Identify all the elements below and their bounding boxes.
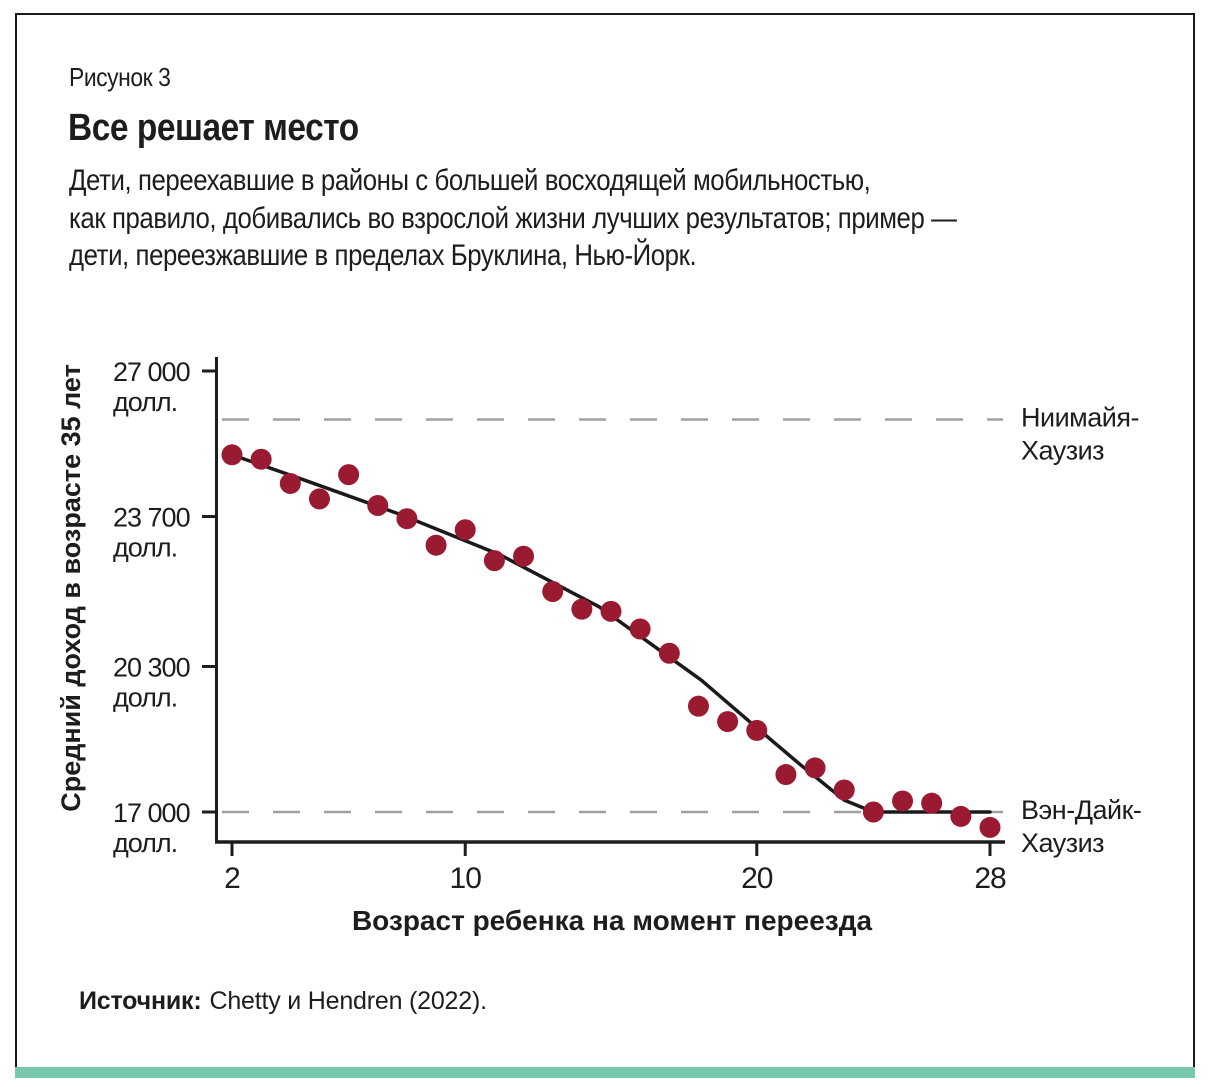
- data-point: [804, 757, 826, 779]
- data-point: [862, 801, 884, 823]
- data-point: [454, 519, 476, 541]
- data-point: [950, 805, 972, 827]
- reference-line-label: Вэн-Дайк-Хаузиз: [1021, 795, 1141, 858]
- y-axis-title: Средний доход в возрасте 35 лет: [56, 364, 86, 812]
- x-axis-title: Возраст ребенка на момент переезда: [352, 905, 873, 936]
- data-point: [483, 550, 505, 572]
- data-point: [396, 508, 418, 530]
- data-point: [979, 816, 1001, 838]
- x-tick-label: 10: [450, 862, 482, 895]
- figure-subtitle: Дети, переехавшие в районы с большей вос…: [69, 164, 957, 272]
- source-label: Источник:: [79, 987, 202, 1015]
- data-point: [600, 600, 622, 622]
- data-point: [629, 618, 651, 640]
- data-point: [367, 495, 389, 517]
- x-tick-label: 2: [224, 862, 240, 895]
- data-point: [542, 581, 564, 602]
- data-point: [658, 642, 680, 664]
- y-tick-label: 23 700 долл.: [113, 503, 190, 563]
- source-text: Chetty и Hendren (2022).: [209, 987, 487, 1015]
- figure-number: Рисунок 3: [69, 62, 171, 92]
- x-tick-label: 28: [974, 862, 1006, 895]
- figure-title: Все решает место: [68, 107, 359, 149]
- data-point: [338, 464, 360, 486]
- x-tick-label: 20: [741, 862, 773, 895]
- data-point: [687, 695, 709, 717]
- accent-bar: [15, 1067, 1195, 1078]
- y-tick-label: 27 000 долл.: [113, 357, 190, 417]
- reference-line-label: Ниимайя-Хаузиз: [1021, 403, 1139, 466]
- data-point: [775, 764, 797, 786]
- data-point: [513, 545, 535, 567]
- y-tick-label: 17 000 долл.: [113, 798, 190, 858]
- data-point: [892, 790, 914, 812]
- source-note: Источник: Chetty и Hendren (2022).: [79, 987, 487, 1016]
- data-point: [717, 711, 739, 733]
- figure-card: Рисунок 3 Все решает место Дети, перееха…: [15, 13, 1195, 1078]
- data-point: [746, 719, 768, 741]
- data-point: [425, 534, 447, 556]
- data-point: [308, 488, 330, 510]
- data-point: [571, 598, 593, 620]
- data-point: [221, 444, 243, 466]
- data-point: [279, 472, 301, 494]
- data-point: [921, 792, 943, 814]
- data-point: [250, 448, 272, 470]
- trend-line: [230, 453, 992, 814]
- y-tick-label: 20 300 долл.: [113, 652, 190, 712]
- data-point: [833, 779, 855, 801]
